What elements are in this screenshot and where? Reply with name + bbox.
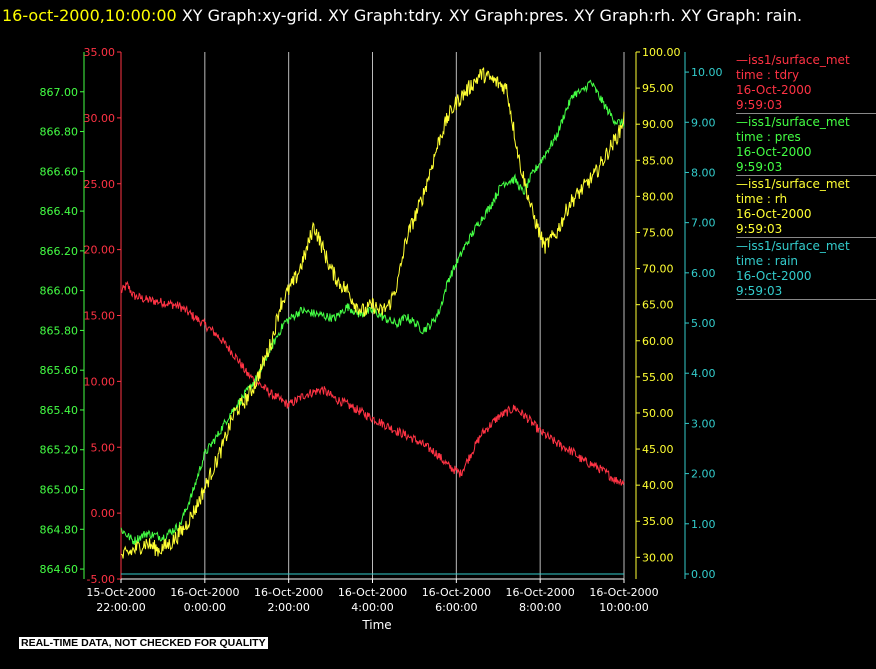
legend-time: 9:59:03 xyxy=(736,160,783,174)
tdry-tick-label: 10.00 xyxy=(84,375,116,388)
rh-tick-label: 100.00 xyxy=(642,46,681,59)
rh-tick-label: 35.00 xyxy=(642,515,674,528)
legend-series-name: —iss1/surface_met xyxy=(736,115,850,129)
tdry-tick-label: 5.00 xyxy=(91,441,116,454)
rh-tick-label: 50.00 xyxy=(642,407,674,420)
rain-tick-label: 8.00 xyxy=(691,166,716,179)
rh-tick-label: 80.00 xyxy=(642,190,674,203)
legend-entry: —iss1/surface_met time : rain 16-Oct-2000 9… xyxy=(736,237,876,299)
pres-tick-label: 864.80 xyxy=(40,523,79,536)
x-tick-date: 16-Oct-2000 xyxy=(589,586,658,599)
rh-tick-label: 55.00 xyxy=(642,371,674,384)
rh-tick-label: 85.00 xyxy=(642,154,674,167)
tdry-tick-label: 25.00 xyxy=(84,178,116,191)
x-tick-time: 10:00:00 xyxy=(599,601,648,614)
quality-disclaimer: REAL-TIME DATA, NOT CHECKED FOR QUALITY xyxy=(19,637,268,649)
legend-variable: time : tdry xyxy=(736,68,800,82)
rain-tick-label: 3.00 xyxy=(691,417,716,430)
legend-time: 9:59:03 xyxy=(736,284,783,298)
legend-bottom-rule xyxy=(736,299,876,300)
x-tick-date: 16-Oct-2000 xyxy=(170,586,239,599)
pres-tick-label: 866.80 xyxy=(40,126,79,139)
rh-tick-label: 65.00 xyxy=(642,299,674,312)
rain-tick-label: 6.00 xyxy=(691,267,716,280)
rain-tick-label: 2.00 xyxy=(691,468,716,481)
tdry-tick-label: -5.00 xyxy=(87,573,115,586)
rh-tick-label: 45.00 xyxy=(642,443,674,456)
pres-tick-label: 866.00 xyxy=(40,285,79,298)
x-tick-date: 15-Oct-2000 xyxy=(86,586,155,599)
x-tick-time: 6:00:00 xyxy=(435,601,477,614)
y-axes: 864.60 864.80 865.00 865.20 865.40 865.60 865.… xyxy=(40,46,723,586)
legend-time: 9:59:03 xyxy=(736,98,783,112)
vertical-grid xyxy=(204,52,625,579)
legend-variable: time : rain xyxy=(736,254,799,268)
rain-tick-label: 5.00 xyxy=(691,317,716,330)
legend-date: 16-Oct-2000 xyxy=(736,145,812,159)
rh-tick-label: 75.00 xyxy=(642,226,674,239)
pres-tick-label: 865.20 xyxy=(40,444,79,457)
legend-date: 16-Oct-2000 xyxy=(736,207,812,221)
time-rh-series-line xyxy=(120,67,625,559)
x-tick-date: 16-Oct-2000 xyxy=(506,586,575,599)
pres-tick-label: 865.60 xyxy=(40,364,79,377)
rh-tick-label: 95.00 xyxy=(642,82,674,95)
pres-tick-label: 864.60 xyxy=(40,563,79,576)
legend-entry: —iss1/surface_met time : rh 16-Oct-2000 9:5… xyxy=(736,175,876,237)
rh-tick-label: 30.00 xyxy=(642,551,674,564)
legend-time: 9:59:03 xyxy=(736,222,783,236)
time-tdry-series-line xyxy=(120,280,625,486)
legend-entry: —iss1/surface_met time : tdry 16-Oct-2000 9… xyxy=(736,52,876,113)
rain-tick-label: 10.00 xyxy=(691,66,723,79)
legend-series-name: —iss1/surface_met xyxy=(736,177,850,191)
legend: —iss1/surface_met time : tdry 16-Oct-2000 9… xyxy=(736,52,876,300)
x-tick-date: 16-Oct-2000 xyxy=(422,586,491,599)
rh-tick-label: 60.00 xyxy=(642,335,674,348)
rh-tick-label: 70.00 xyxy=(642,263,674,276)
pres-tick-label: 865.80 xyxy=(40,324,79,337)
rain-tick-label: 0.00 xyxy=(691,568,716,581)
title-timestamp: 16-oct-2000,10:00:00 xyxy=(2,6,177,25)
x-tick-time: 8:00:00 xyxy=(519,601,561,614)
tdry-tick-label: 35.00 xyxy=(84,46,116,59)
rh-tick-label: 40.00 xyxy=(642,479,674,492)
pres-tick-label: 866.40 xyxy=(40,205,79,218)
pres-tick-label: 865.40 xyxy=(40,404,79,417)
time-pres-series-line xyxy=(120,79,625,545)
legend-series-name: —iss1/surface_met xyxy=(736,239,850,253)
rain-tick-label: 9.00 xyxy=(691,116,716,129)
tdry-tick-label: 30.00 xyxy=(84,112,116,125)
title-graph-list: XY Graph:xy-grid. XY Graph:tdry. XY Grap… xyxy=(176,6,803,25)
legend-variable: time : pres xyxy=(736,130,801,144)
chart-title: 16-oct-2000,10:00:00 XY Graph:xy-grid. X… xyxy=(2,2,872,30)
rh-tick-label: 90.00 xyxy=(642,118,674,131)
x-tick-time: 2:00:00 xyxy=(267,601,309,614)
data-lines xyxy=(120,67,625,575)
legend-date: 16-Oct-2000 xyxy=(736,269,812,283)
x-tick-date: 16-Oct-2000 xyxy=(338,586,407,599)
legend-date: 16-Oct-2000 xyxy=(736,83,812,97)
tdry-tick-label: 20.00 xyxy=(84,244,116,257)
rain-tick-label: 7.00 xyxy=(691,217,716,230)
rain-tick-label: 4.00 xyxy=(691,367,716,380)
x-tick-time: 0:00:00 xyxy=(184,601,226,614)
legend-entry: —iss1/surface_met time : pres 16-Oct-2000 9… xyxy=(736,113,876,175)
x-axis: 15-Oct-2000 22:00:00 16-Oct-2000 0:00:00 16-… xyxy=(86,578,659,614)
pres-tick-label: 867.00 xyxy=(40,86,79,99)
x-tick-date: 16-Oct-2000 xyxy=(254,586,323,599)
x-tick-time: 4:00:00 xyxy=(351,601,393,614)
pres-tick-label: 866.20 xyxy=(40,245,79,258)
x-tick-time: 22:00:00 xyxy=(96,601,145,614)
pres-tick-label: 866.60 xyxy=(40,165,79,178)
pres-tick-label: 865.00 xyxy=(40,484,79,497)
legend-series-name: —iss1/surface_met xyxy=(736,53,850,67)
x-axis-label: Time xyxy=(361,618,391,632)
rain-tick-label: 1.00 xyxy=(691,518,716,531)
tdry-tick-label: 15.00 xyxy=(84,310,116,323)
legend-variable: time : rh xyxy=(736,192,788,206)
tdry-tick-label: 0.00 xyxy=(91,507,116,520)
